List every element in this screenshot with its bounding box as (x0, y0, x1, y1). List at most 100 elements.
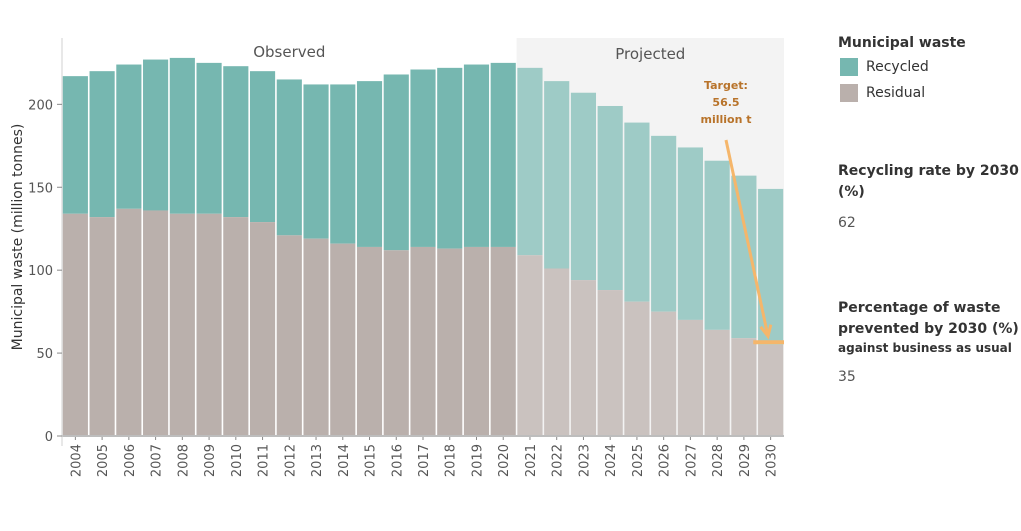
bar-recycled-2010 (223, 66, 249, 218)
x-tick-label-2027: 2027 (684, 444, 699, 477)
target-label-line-2: 56.5 (712, 96, 739, 109)
target-label-line-3: million t (700, 113, 751, 126)
legend-item-residual[interactable]: Residual (840, 84, 925, 102)
x-tick-label-2015: 2015 (364, 444, 379, 477)
recycling-rate-title-line1: Recycling rate by 2030 (838, 163, 1019, 179)
bar-residual-2030 (758, 344, 784, 436)
bar-recycled-2029 (731, 175, 757, 339)
x-tick-label-2029: 2029 (738, 444, 753, 477)
recycling-rate-value: 62 (838, 215, 856, 231)
y-tick-label-150: 150 (28, 181, 53, 196)
x-tick-label-2018: 2018 (444, 444, 459, 477)
x-tick-label-2007: 2007 (150, 444, 165, 477)
bar-residual-2020 (490, 246, 516, 436)
recycling-rate-panel: Recycling rate by 2030 (%) 62 (838, 161, 1019, 231)
bar-recycled-2028 (704, 160, 730, 330)
bar-recycled-2020 (490, 62, 516, 247)
bar-recycled-2027 (677, 147, 703, 320)
bar-residual-2018 (437, 248, 463, 436)
bar-residual-2012 (276, 235, 302, 436)
bar-residual-2010 (223, 217, 249, 436)
bar-residual-2025 (624, 301, 650, 436)
bar-recycled-2004 (62, 76, 88, 214)
legend-title: Municipal waste (838, 35, 966, 51)
bar-residual-2011 (249, 222, 276, 436)
target-label-line-1: Target: (704, 79, 748, 92)
x-tick-label-2023: 2023 (577, 444, 592, 477)
waste-prevented-title-line2: prevented by 2030 (%) (838, 321, 1019, 337)
x-tick-label-2011: 2011 (257, 444, 272, 477)
x-tick-label-2021: 2021 (524, 444, 539, 477)
x-tick-label-2009: 2009 (203, 444, 218, 477)
bar-recycled-2025 (624, 122, 650, 302)
bar-recycled-2009 (196, 62, 222, 214)
x-tick-label-2030: 2030 (765, 444, 780, 477)
observed-region-label: Observed (253, 43, 325, 61)
bar-residual-2009 (196, 213, 222, 436)
bar-residual-2023 (570, 280, 597, 436)
bar-residual-2021 (517, 255, 543, 436)
legend-label-recycled: Recycled (866, 59, 929, 75)
waste-prevented-value: 35 (838, 369, 856, 385)
y-tick-label-200: 200 (28, 98, 53, 113)
bar-recycled-2022 (544, 81, 570, 269)
y-tick-label-100: 100 (28, 264, 53, 279)
bar-residual-2016 (383, 250, 409, 436)
y-tick-label-50: 50 (36, 347, 53, 362)
bar-recycled-2018 (437, 67, 463, 249)
x-tick-label-2025: 2025 (631, 444, 646, 477)
x-tick-label-2028: 2028 (711, 444, 726, 477)
bar-residual-2019 (463, 246, 490, 436)
bar-residual-2024 (597, 290, 623, 436)
bar-recycled-2026 (651, 135, 677, 312)
target-arrow (724, 139, 770, 337)
bar-residual-2029 (731, 338, 757, 436)
bar-recycled-2021 (517, 67, 543, 256)
stacked-bar-chart: Observed Projected 2004 2005 2006 2007 2008 200… (10, 38, 784, 477)
bar-recycled-2006 (116, 64, 142, 209)
target-arrow-head (759, 324, 773, 340)
recycling-rate-title-line2: (%) (838, 184, 865, 200)
x-tick-label-2006: 2006 (123, 444, 138, 477)
legend-label-residual: Residual (866, 85, 926, 101)
bar-recycled-2024 (597, 105, 623, 291)
bar-recycled-2012 (276, 79, 302, 236)
projected-region-label: Projected (615, 45, 685, 63)
x-tick-label-2014: 2014 (337, 444, 352, 477)
x-tick-label-2012: 2012 (283, 444, 298, 477)
bar-recycled-2007 (143, 59, 169, 211)
x-tick-label-2010: 2010 (230, 444, 245, 477)
bar-residual-2004 (62, 213, 88, 436)
y-tick-label-0: 0 (45, 430, 53, 445)
bar-recycled-2005 (89, 71, 115, 218)
x-tick-label-2017: 2017 (417, 444, 432, 477)
residual-swatch (840, 84, 858, 102)
bar-residual-2013 (303, 238, 329, 436)
bar-recycled-2011 (249, 71, 276, 223)
x-tick-label-2019: 2019 (470, 444, 485, 477)
x-tick-label-2004: 2004 (69, 444, 84, 477)
waste-prevented-title-line1: Percentage of waste (838, 300, 1001, 316)
bar-residual-2028 (704, 329, 730, 436)
bar-residual-2017 (410, 246, 436, 436)
bar-residual-2008 (169, 213, 195, 436)
bar-recycled-2008 (169, 57, 195, 214)
bar-residual-2026 (651, 311, 677, 436)
x-tick-label-2026: 2026 (658, 444, 673, 477)
x-tick-label-2024: 2024 (604, 444, 619, 477)
x-tick-label-2020: 2020 (497, 444, 512, 477)
x-tick-label-2013: 2013 (310, 444, 325, 477)
bar-recycled-2014 (330, 84, 356, 244)
bar-recycled-2017 (410, 69, 436, 247)
bar-recycled-2013 (303, 84, 329, 239)
bar-residual-2005 (89, 217, 115, 436)
bar-recycled-2030 (758, 188, 784, 345)
legend-item-recycled[interactable]: Recycled (840, 58, 929, 76)
bar-recycled-2019 (463, 64, 490, 247)
bar-residual-2022 (544, 268, 570, 436)
bar-residual-2006 (116, 208, 142, 436)
bar-residual-2007 (143, 210, 169, 436)
bar-residual-2014 (330, 243, 356, 436)
bar-recycled-2016 (383, 74, 409, 251)
bar-recycled-2015 (356, 81, 383, 247)
